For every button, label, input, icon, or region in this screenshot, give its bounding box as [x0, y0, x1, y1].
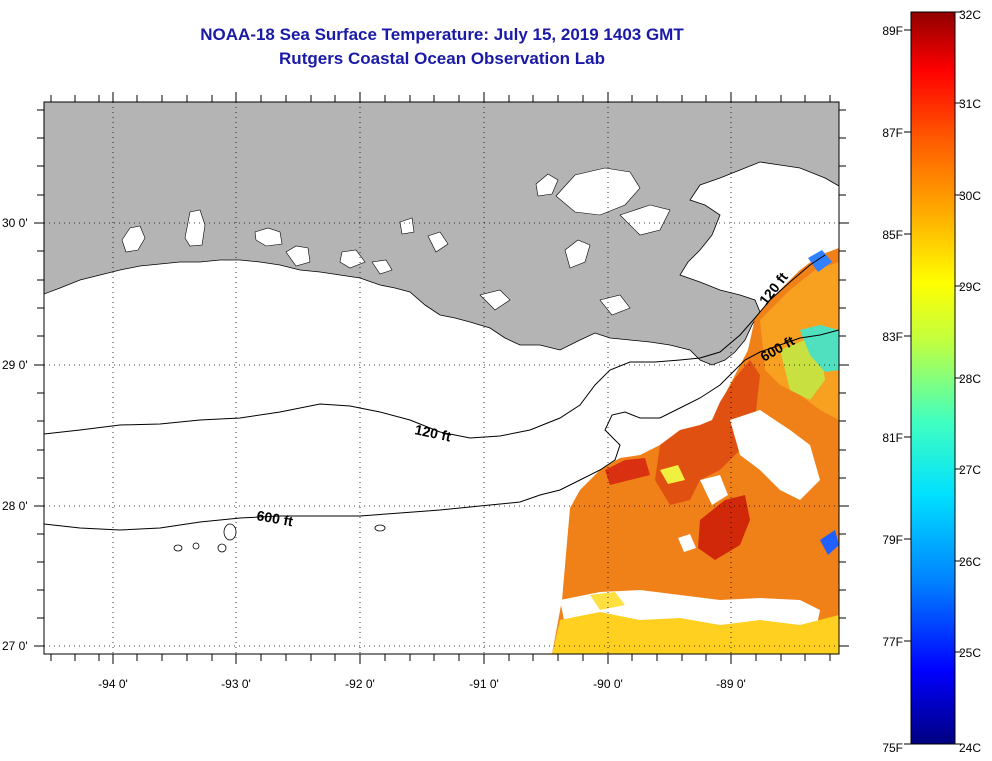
contour-label-600ft: 600 ft	[255, 507, 294, 529]
lon-label: -92 0'	[345, 677, 375, 691]
colorbar-fahrenheit-label: 83F	[882, 330, 903, 344]
colorbar-fahrenheit-label: 81F	[882, 431, 903, 445]
colorbar-fahrenheit-label: 85F	[882, 228, 903, 242]
colorbar-celsius-label: 32C	[959, 8, 981, 22]
grid	[44, 102, 839, 654]
colorbar-fahrenheit-label: 75F	[882, 741, 903, 755]
lon-label: -94 0'	[98, 677, 128, 691]
lat-label: 27 0'	[2, 639, 28, 653]
colorbar-celsius-label: 24C	[959, 741, 981, 755]
colorbar-celsius-label: 31C	[959, 97, 981, 111]
colorbar-celsius-label: 25C	[959, 646, 981, 660]
colorbar-fahrenheit-label: 77F	[882, 635, 903, 649]
land-mass	[44, 102, 839, 366]
colorbar-ticks	[904, 11, 962, 745]
colorbar-celsius-label: 28C	[959, 372, 981, 386]
lat-label: 28 0'	[2, 499, 28, 513]
colorbar-celsius-label: 29C	[959, 280, 981, 294]
axis-ticks	[34, 92, 849, 664]
lat-label: 29 0'	[2, 358, 28, 372]
map-subtitle: Rutgers Coastal Ocean Observation Lab	[279, 49, 605, 68]
map-frame	[43, 101, 840, 655]
colorbar	[910, 11, 956, 745]
lon-label: -91 0'	[469, 677, 499, 691]
lon-label: -89 0'	[716, 677, 746, 691]
lakes	[121, 167, 671, 316]
map-title: NOAA-18 Sea Surface Temperature: July 15…	[200, 25, 684, 44]
colorbar-fahrenheit-label: 87F	[882, 126, 903, 140]
lon-label: -93 0'	[221, 677, 251, 691]
contour-label-120ft: 120 ft	[413, 421, 452, 444]
colorbar-celsius-label: 30C	[959, 189, 981, 203]
colorbar-fahrenheit-label: 79F	[882, 533, 903, 547]
colorbar-celsius-label: 26C	[959, 555, 981, 569]
lon-label: -90 0'	[593, 677, 623, 691]
lat-label: 30 0'	[2, 216, 28, 230]
colorbar-fahrenheit-label: 89F	[882, 24, 903, 38]
colorbar-celsius-label: 27C	[959, 463, 981, 477]
contour-120ft	[44, 254, 826, 439]
